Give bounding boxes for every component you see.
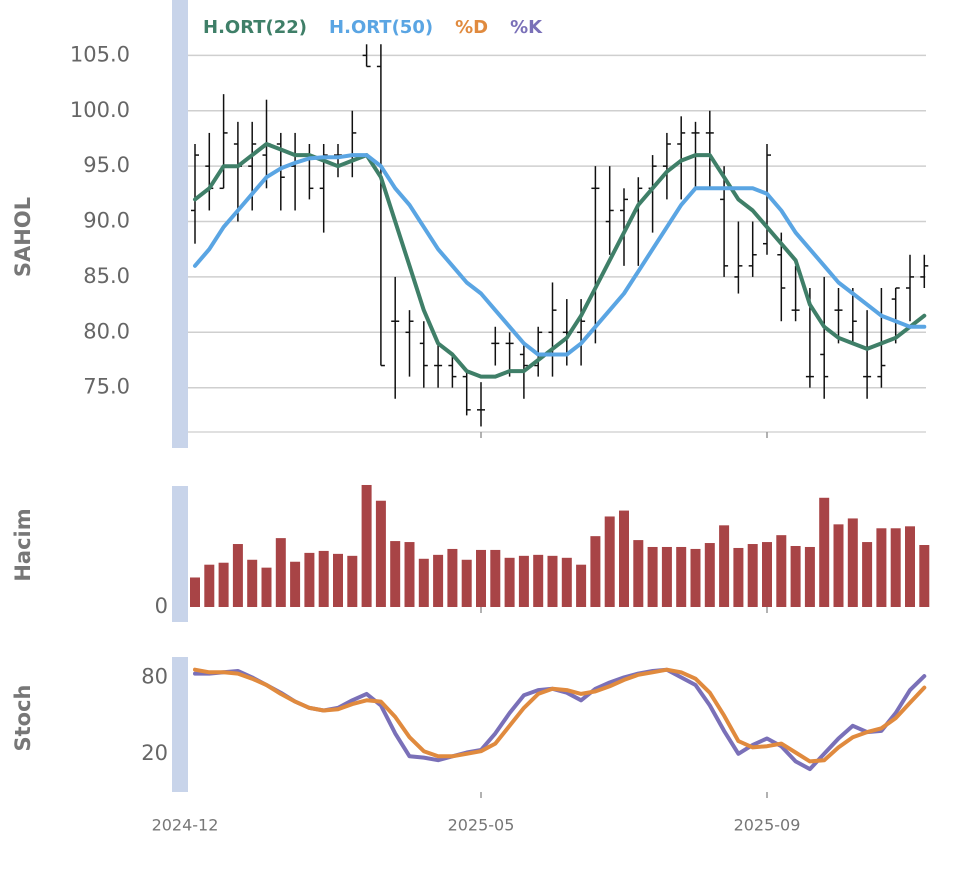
volume-bar	[476, 549, 486, 607]
volume-bar	[790, 545, 801, 607]
volume-bar	[804, 546, 815, 607]
y-axis-label: SAHOL	[11, 197, 35, 277]
volume-bar	[633, 540, 644, 607]
volume-bar	[704, 543, 715, 607]
axis-strip	[172, 657, 188, 792]
volume-bar	[461, 559, 472, 607]
volume-bar	[418, 558, 429, 607]
volume-bar	[232, 544, 243, 607]
volume-bar	[204, 564, 215, 607]
volume-bar	[290, 561, 301, 607]
y-axis-label: Stoch	[11, 685, 35, 752]
volume-bar	[218, 562, 229, 607]
y-tick-label: 100.0	[70, 98, 130, 122]
volume-bar	[747, 544, 758, 607]
y-tick-label: 80.0	[83, 319, 130, 343]
volume-bar	[518, 555, 529, 607]
legend-entry: %D	[455, 17, 488, 38]
y-tick-label: 90.0	[83, 209, 130, 233]
volume-bar	[433, 554, 444, 607]
volume-bar	[762, 542, 772, 607]
volume-bar	[676, 546, 687, 607]
volume-bar	[619, 510, 629, 607]
volume-bar	[590, 536, 601, 607]
volume-bar	[361, 484, 372, 607]
volume-bar	[604, 516, 615, 607]
volume-bar	[404, 542, 415, 607]
line-series	[193, 667, 927, 772]
volume-bar	[876, 528, 887, 607]
volume-bar	[261, 567, 272, 607]
volume-bar	[862, 542, 873, 607]
axis-strip	[172, 486, 188, 622]
volume-bar	[533, 554, 544, 607]
volume-bar	[390, 541, 401, 607]
volume-bar	[333, 553, 343, 607]
volume-bar	[847, 518, 858, 607]
volume-bar	[819, 497, 830, 607]
volume-bar	[504, 557, 515, 607]
line-series	[193, 153, 927, 357]
y-tick-label: 75.0	[83, 375, 130, 399]
line-series	[193, 142, 927, 379]
y-tick-label: 105.0	[70, 42, 130, 66]
y-tick-label: 80	[141, 664, 168, 688]
volume-bar	[190, 577, 200, 607]
legend-entry: %K	[510, 17, 543, 38]
legend-entry: H.ORT(22)	[203, 17, 307, 38]
volume-bar	[318, 550, 329, 607]
legend-entry: H.ORT(50)	[329, 17, 433, 38]
legend: H.ORT(22) H.ORT(50) %D %K	[203, 17, 543, 38]
y-tick-label: 95.0	[83, 153, 130, 177]
volume-bar	[905, 526, 915, 607]
volume-bar	[919, 545, 930, 607]
volume-bar	[547, 555, 558, 607]
line-series	[193, 667, 927, 764]
volume-bar	[275, 538, 286, 607]
y-tick-label: 0	[155, 594, 168, 618]
volume-bar	[375, 500, 386, 607]
x-tick-label: 2024-12	[152, 816, 219, 835]
y-tick-label: 20	[141, 741, 168, 765]
volume-bar	[304, 552, 315, 607]
volume-bar	[447, 548, 458, 607]
axis-strip	[172, 0, 188, 448]
x-tick-label: 2025-05	[448, 816, 515, 835]
volume-bar	[661, 546, 672, 607]
x-tick-label: 2025-09	[734, 816, 801, 835]
volume-bar	[833, 524, 844, 607]
volume-bar	[690, 548, 701, 607]
volume-bar	[890, 528, 901, 607]
volume-bar	[561, 557, 572, 607]
volume-bar	[576, 564, 587, 607]
y-tick-label: 85.0	[83, 264, 130, 288]
volume-bar	[347, 555, 358, 607]
y-axis-label: Hacim	[11, 508, 35, 581]
volume-bar	[733, 547, 744, 607]
volume-bar	[776, 535, 787, 607]
volume-bar	[647, 546, 658, 607]
volume-bar	[490, 549, 501, 607]
volume-bar	[247, 559, 258, 607]
volume-bar	[719, 525, 730, 607]
